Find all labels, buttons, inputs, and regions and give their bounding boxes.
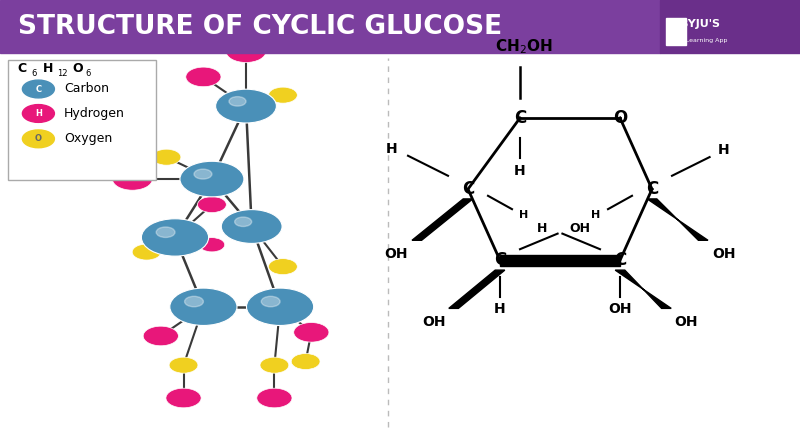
Text: 6: 6 [86, 69, 91, 78]
Text: H: H [386, 142, 398, 156]
Circle shape [186, 67, 221, 87]
Circle shape [194, 169, 212, 179]
Circle shape [166, 388, 201, 408]
Circle shape [294, 323, 329, 342]
Text: OH: OH [712, 247, 736, 261]
Circle shape [234, 217, 252, 227]
Circle shape [246, 288, 314, 325]
Text: H: H [494, 302, 506, 316]
Circle shape [185, 296, 203, 307]
Circle shape [262, 296, 280, 307]
Text: C: C [462, 180, 474, 198]
Text: CH$_2$OH: CH$_2$OH [495, 37, 553, 56]
Text: 12: 12 [57, 69, 67, 78]
Circle shape [22, 105, 54, 122]
Bar [660, 0, 800, 53]
Text: Hydrogen: Hydrogen [64, 107, 125, 120]
Bar [0, 0, 660, 53]
Text: C: C [18, 62, 26, 76]
Text: H: H [537, 222, 546, 235]
Text: C: C [494, 251, 506, 269]
Text: H: H [43, 62, 54, 76]
Circle shape [257, 388, 292, 408]
Circle shape [112, 168, 152, 190]
Polygon shape [500, 255, 620, 266]
Text: OH: OH [384, 247, 408, 261]
Circle shape [156, 227, 175, 238]
Text: OH: OH [422, 315, 446, 329]
Text: H: H [519, 210, 529, 220]
Text: The Learning App: The Learning App [672, 37, 728, 43]
Text: OH: OH [570, 222, 590, 235]
Circle shape [229, 97, 246, 106]
Text: H: H [718, 143, 730, 157]
Circle shape [199, 238, 225, 252]
Circle shape [143, 326, 178, 346]
Circle shape [152, 149, 181, 165]
Text: Oxygen: Oxygen [64, 132, 112, 146]
Circle shape [170, 288, 237, 325]
Circle shape [222, 210, 282, 243]
Circle shape [142, 219, 209, 256]
Circle shape [216, 89, 277, 123]
Polygon shape [412, 199, 473, 240]
Circle shape [180, 161, 244, 197]
Text: C: C [514, 109, 526, 127]
Bar [8, 60, 156, 180]
Text: O: O [613, 109, 627, 127]
Text: C: C [35, 85, 42, 93]
Circle shape [132, 244, 161, 260]
Circle shape [22, 130, 54, 148]
Circle shape [269, 259, 298, 275]
Circle shape [260, 357, 289, 373]
Text: H: H [514, 164, 526, 178]
Text: C: C [614, 251, 626, 269]
Circle shape [22, 80, 54, 98]
Text: C: C [646, 180, 658, 198]
Text: OH: OH [608, 302, 632, 316]
Polygon shape [449, 270, 505, 308]
Text: O: O [72, 62, 82, 76]
Text: OH: OH [674, 315, 698, 329]
Text: BYJU'S: BYJU'S [680, 20, 720, 29]
Polygon shape [647, 199, 708, 240]
Text: O: O [35, 134, 42, 143]
Polygon shape [615, 270, 671, 308]
Text: H: H [591, 210, 601, 220]
Circle shape [198, 197, 226, 213]
Circle shape [291, 353, 320, 369]
Circle shape [226, 40, 266, 62]
Text: STRUCTURE OF CYCLIC GLUCOSE: STRUCTURE OF CYCLIC GLUCOSE [18, 14, 502, 40]
Circle shape [269, 87, 298, 103]
Text: H: H [35, 109, 42, 118]
Bar [666, 18, 686, 44]
Text: Carbon: Carbon [64, 82, 109, 96]
Text: 6: 6 [31, 69, 37, 78]
Circle shape [169, 357, 198, 373]
